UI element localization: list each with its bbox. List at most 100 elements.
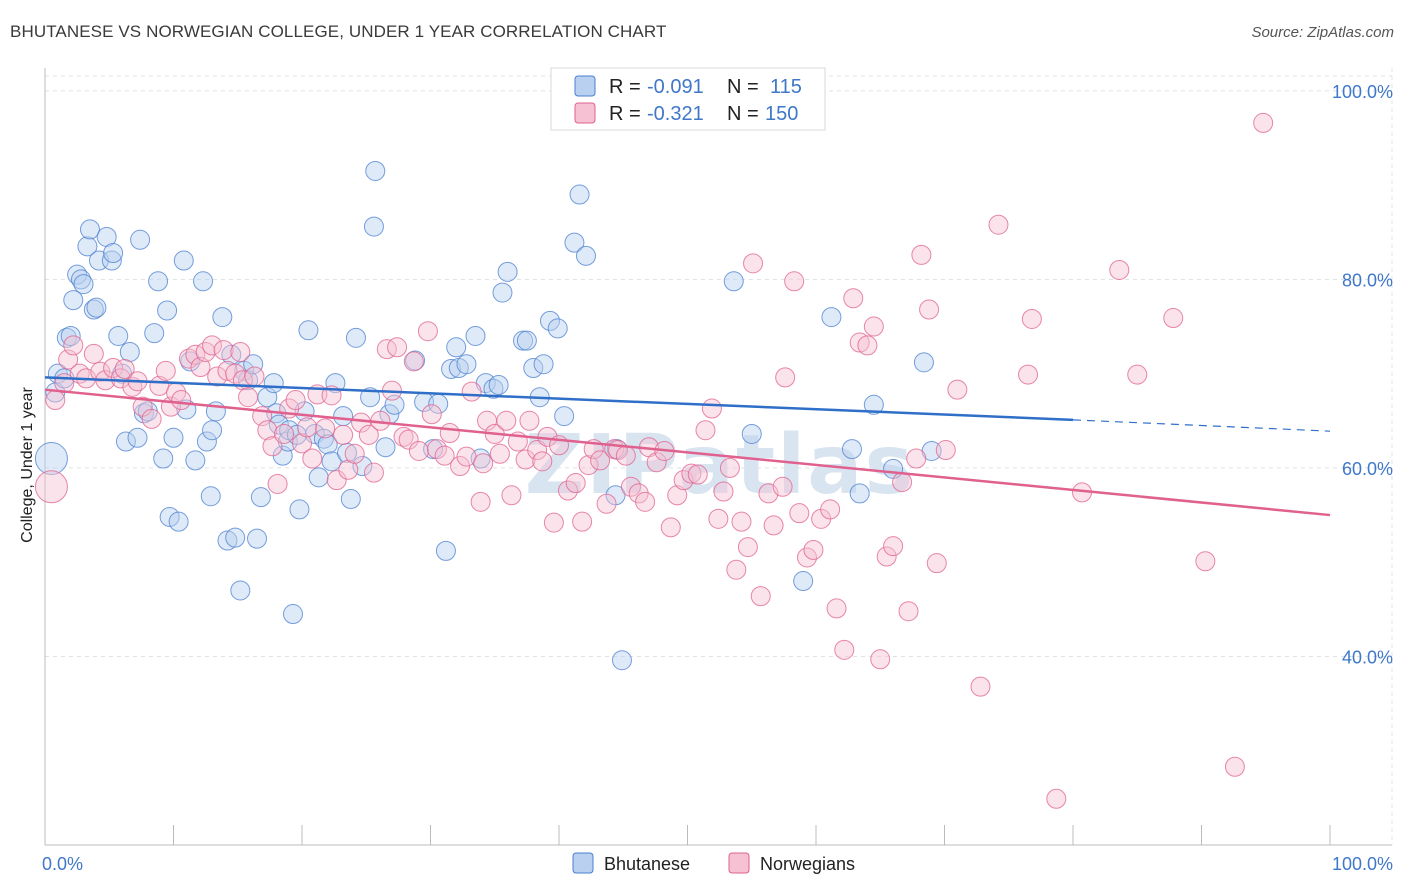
bhutanese-point <box>298 320 319 341</box>
norwegians-point <box>358 424 379 445</box>
bhutanese-point <box>741 423 762 444</box>
bhutanese-point <box>547 318 568 339</box>
trend-lines <box>44 376 1331 517</box>
bhutanese-point <box>363 216 384 237</box>
bhutanese-point <box>540 310 561 331</box>
legend-n-label-2: N = <box>727 103 759 125</box>
norwegians-point <box>667 485 688 506</box>
norwegians-point <box>708 508 729 529</box>
bhutanese-point <box>308 467 329 488</box>
norwegians-point <box>267 473 288 494</box>
norwegians-point <box>596 493 617 514</box>
norwegians-point <box>687 464 708 485</box>
norwegians-point <box>376 339 397 360</box>
source-label: Source: ZipAtlas.com <box>1251 24 1394 41</box>
norwegians-point <box>926 553 947 574</box>
legend-swatch-bhutanese <box>574 75 596 97</box>
norwegians-point <box>876 546 897 567</box>
top-legend: R = -0.091 N = 115 R = -0.321 N = 150 <box>550 67 826 131</box>
bhutanese-point <box>130 229 151 250</box>
bhutanese-trend-line <box>44 376 1074 422</box>
bhutanese-point <box>441 358 462 379</box>
bhutanese-point <box>202 420 223 441</box>
norwegians-point <box>883 536 904 557</box>
bhutanese-point <box>79 219 100 240</box>
norwegians-point <box>473 453 494 474</box>
bhutanese-point <box>108 325 129 346</box>
bhutanese-point <box>492 282 513 303</box>
legend-swatch-norwegians <box>574 102 596 124</box>
grid-lines <box>45 68 1393 845</box>
norwegians-point <box>470 491 491 512</box>
norwegians-point <box>849 332 870 353</box>
bhutanese-point <box>212 307 233 328</box>
bhutanese-point <box>196 431 217 452</box>
norwegians-point <box>1224 756 1245 777</box>
norwegians-point <box>519 410 540 431</box>
norwegians-point <box>398 429 419 450</box>
norwegians-point <box>274 423 295 444</box>
norwegians-point <box>1046 788 1067 809</box>
norwegians-point <box>947 379 968 400</box>
norwegians-point <box>238 387 259 408</box>
norwegians-point <box>719 457 740 478</box>
norwegians-point <box>572 511 593 532</box>
norwegians-point <box>333 424 354 445</box>
bhutanese-point <box>456 354 477 375</box>
norwegians-point <box>557 480 578 501</box>
bhutanese-point <box>516 330 537 351</box>
bhutanese-point <box>144 323 165 344</box>
norwegians-point <box>417 321 438 342</box>
bhutanese-point <box>913 352 934 373</box>
legend-r-value-1: -0.091 <box>647 76 704 98</box>
bhutanese-point <box>841 439 862 460</box>
norwegians-point <box>421 404 442 425</box>
norwegians-point <box>114 358 135 379</box>
norwegians-point <box>292 433 312 454</box>
norwegians-point <box>155 360 176 381</box>
norwegians-point <box>726 559 747 580</box>
norwegians-point <box>213 340 234 361</box>
norwegians-point <box>743 253 764 274</box>
y-tick-labels: 40.0% 60.0% 80.0% 100.0% <box>1332 82 1393 668</box>
bhutanese-point <box>268 414 289 435</box>
norwegians-point <box>543 512 564 533</box>
bhutanese-point <box>405 350 426 371</box>
norwegians-point <box>578 455 599 476</box>
watermark: ZIPatlas <box>525 418 916 513</box>
x-tick-label-min: 0.0% <box>42 854 83 874</box>
bottom-legend-swatch-bhutanese <box>572 852 594 874</box>
norwegians-point <box>713 481 734 502</box>
norwegians-point <box>911 244 932 265</box>
norwegians-point <box>970 676 991 697</box>
bhutanese-trend-extension <box>1072 419 1331 432</box>
bottom-legend-norwegians: Norwegians <box>760 854 855 874</box>
norwegians-point <box>772 476 793 497</box>
norwegians-point <box>834 639 855 660</box>
norwegians-point <box>202 335 223 356</box>
norwegians-point <box>141 408 162 429</box>
bottom-legend: Bhutanese Norwegians <box>572 852 855 874</box>
bhutanese-point <box>225 527 246 548</box>
bhutanese-point <box>173 250 194 271</box>
bhutanese-point <box>533 354 554 375</box>
norwegians-point <box>935 440 956 461</box>
bhutanese-point <box>821 307 842 328</box>
bhutanese-point <box>321 451 342 472</box>
norwegians-point <box>344 443 365 464</box>
bhutanese-point <box>153 448 174 469</box>
bhutanese-point <box>333 406 354 427</box>
y-tick-label-40: 40.0% <box>1342 647 1393 667</box>
norwegians-point <box>635 491 656 512</box>
bhutanese-point <box>317 434 338 455</box>
bhutanese-point <box>230 580 251 601</box>
legend-n-label-1: N = <box>727 76 759 98</box>
norwegians-point <box>439 423 460 444</box>
norwegians-point <box>628 483 649 504</box>
norwegians-point <box>701 398 722 419</box>
bhutanese-point <box>115 431 136 452</box>
norwegians-point <box>737 537 758 558</box>
bhutanese-point <box>103 242 124 263</box>
bhutanese-point <box>86 297 107 318</box>
